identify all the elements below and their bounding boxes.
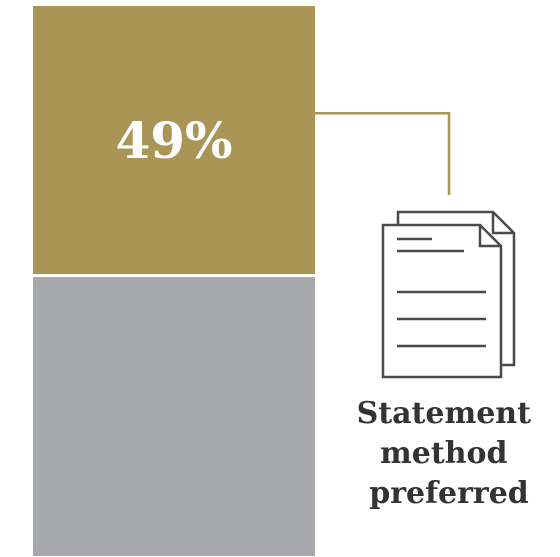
callout-label-line-3: preferred — [369, 476, 529, 511]
bar-segment-other — [33, 277, 315, 556]
document-icon — [381, 210, 516, 379]
callout-label-line-2: method — [380, 436, 508, 471]
callout-label-line-1: Statement — [357, 396, 532, 431]
stacked-bar — [33, 6, 315, 556]
bar-segment-statement — [33, 6, 315, 275]
segment-label-statement: 49% — [115, 111, 232, 170]
callout-label: Statement method preferred — [357, 396, 542, 511]
callout-connector-line — [315, 111, 451, 195]
